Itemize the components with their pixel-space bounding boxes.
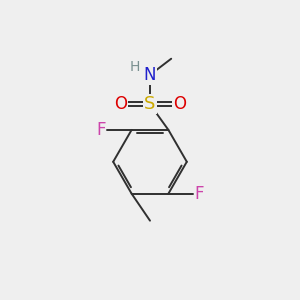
Text: O: O	[114, 95, 127, 113]
Text: F: F	[195, 185, 204, 203]
Text: S: S	[144, 95, 156, 113]
Text: F: F	[96, 121, 105, 139]
Text: N: N	[144, 66, 156, 84]
Text: O: O	[173, 95, 186, 113]
Text: H: H	[130, 60, 140, 74]
